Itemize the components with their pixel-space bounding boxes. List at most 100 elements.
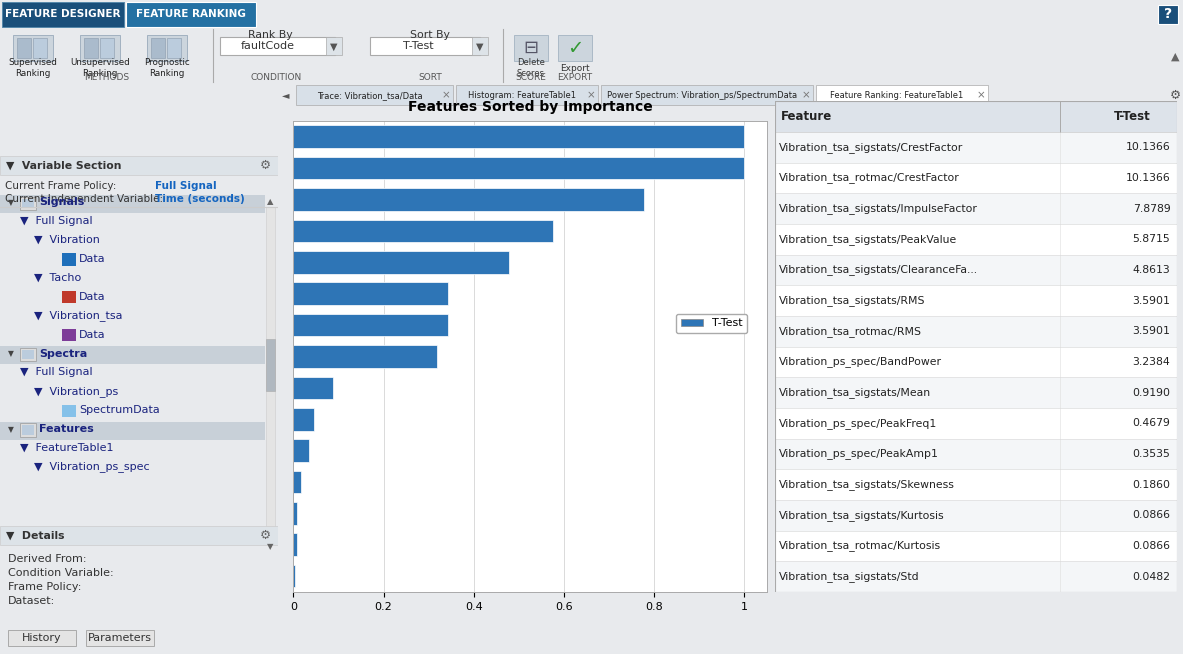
Text: Feature Ranking: FeatureTable1: Feature Ranking: FeatureTable1: [830, 91, 964, 99]
Text: ▼  Vibration_ps_spec: ▼ Vibration_ps_spec: [34, 462, 149, 472]
Text: ▼: ▼: [266, 542, 273, 551]
Bar: [472, 37, 489, 55]
Text: ▼  Details: ▼ Details: [6, 531, 65, 541]
Bar: [327, 37, 342, 55]
Bar: [775, 470, 1177, 500]
Text: T-Test: T-Test: [402, 41, 433, 51]
Bar: [293, 345, 437, 368]
Text: Signals: Signals: [39, 198, 84, 207]
Text: Vibration_tsa_sigstats/PeakValue: Vibration_tsa_sigstats/PeakValue: [780, 234, 957, 245]
Bar: [296, 85, 453, 105]
Text: Vibration_tsa_rotmac/CrestFactor: Vibration_tsa_rotmac/CrestFactor: [780, 173, 961, 184]
Text: 0.0866: 0.0866: [1132, 541, 1170, 551]
Text: Sort By: Sort By: [411, 30, 450, 41]
Text: ▼  Tacho: ▼ Tacho: [34, 273, 82, 283]
Bar: [62, 405, 76, 417]
Text: ✓: ✓: [567, 39, 583, 58]
Bar: [293, 377, 334, 399]
Text: Vibration_tsa_sigstats/Kurtosis: Vibration_tsa_sigstats/Kurtosis: [780, 509, 945, 521]
Bar: [601, 85, 813, 105]
Bar: [293, 126, 744, 148]
Bar: [84, 39, 98, 58]
Bar: [293, 439, 309, 462]
Text: Vibration_tsa_rotmac/RMS: Vibration_tsa_rotmac/RMS: [780, 326, 923, 337]
Text: ▼  Vibration_tsa: ▼ Vibration_tsa: [34, 310, 123, 321]
Text: 3.2384: 3.2384: [1132, 357, 1170, 367]
Text: Frame Policy:: Frame Policy:: [8, 582, 82, 592]
Text: Data: Data: [79, 254, 105, 264]
Bar: [0, 156, 278, 175]
Text: SORT: SORT: [418, 73, 442, 82]
Text: ▼: ▼: [8, 198, 14, 207]
Bar: [775, 285, 1177, 316]
Bar: [775, 101, 1177, 132]
Bar: [62, 329, 76, 341]
Text: Time (seconds): Time (seconds): [155, 194, 245, 205]
Bar: [293, 565, 296, 587]
Bar: [775, 408, 1177, 439]
Text: ×: ×: [441, 90, 451, 100]
Bar: [775, 530, 1177, 561]
Bar: [0, 526, 278, 545]
Bar: [33, 39, 47, 58]
Bar: [775, 163, 1177, 194]
Text: SCORE: SCORE: [516, 73, 547, 82]
Bar: [293, 251, 509, 273]
Bar: [167, 39, 181, 58]
Text: Vibration_ps_spec/PeakFreq1: Vibration_ps_spec/PeakFreq1: [780, 418, 938, 429]
Text: CONDITION: CONDITION: [251, 73, 302, 82]
Bar: [370, 37, 480, 55]
Text: Vibration_tsa_sigstats/Std: Vibration_tsa_sigstats/Std: [780, 571, 920, 582]
Text: Vibration_tsa_sigstats/ClearanceFa...: Vibration_tsa_sigstats/ClearanceFa...: [780, 264, 978, 275]
Text: ▼  Vibration_ps: ▼ Vibration_ps: [34, 386, 118, 397]
Text: Spectra: Spectra: [39, 349, 88, 358]
Bar: [62, 253, 76, 266]
Text: ⚙: ⚙: [259, 159, 271, 172]
Text: 10.1366: 10.1366: [1126, 143, 1170, 152]
Bar: [513, 35, 548, 61]
Text: Dataset:: Dataset:: [8, 596, 56, 606]
Text: 0.1860: 0.1860: [1132, 479, 1170, 490]
Text: METHODS: METHODS: [84, 73, 130, 82]
Text: Derived From:: Derived From:: [8, 553, 86, 564]
Bar: [775, 132, 1177, 163]
Title: Features Sorted by Importance: Features Sorted by Importance: [408, 100, 652, 114]
Text: ▼  Full Signal: ▼ Full Signal: [20, 368, 92, 377]
Bar: [86, 630, 154, 646]
Bar: [293, 314, 448, 336]
Text: EXPORT: EXPORT: [557, 73, 593, 82]
Bar: [775, 347, 1177, 377]
Text: ▲: ▲: [266, 197, 273, 206]
Bar: [220, 37, 335, 55]
Text: ▼  Variable Section: ▼ Variable Section: [6, 160, 122, 171]
Text: ◄: ◄: [283, 90, 290, 100]
Text: Delete
Scores: Delete Scores: [517, 58, 545, 78]
Text: ▼  Vibration: ▼ Vibration: [34, 235, 99, 245]
Text: Vibration_ps_spec/BandPower: Vibration_ps_spec/BandPower: [780, 356, 943, 368]
Bar: [22, 350, 34, 359]
Text: 0.3535: 0.3535: [1132, 449, 1170, 459]
Bar: [0, 422, 265, 439]
Text: Vibration_tsa_sigstats/ImpulseFactor: Vibration_tsa_sigstats/ImpulseFactor: [780, 203, 978, 214]
Bar: [558, 35, 592, 61]
Bar: [17, 39, 31, 58]
Text: ?: ?: [1164, 7, 1172, 22]
Bar: [775, 194, 1177, 224]
Bar: [151, 39, 164, 58]
Text: ▼: ▼: [8, 424, 14, 434]
Bar: [147, 35, 187, 61]
Text: ▼  FeatureTable1: ▼ FeatureTable1: [20, 443, 114, 453]
Text: Export: Export: [561, 63, 590, 73]
Text: ▲: ▲: [1171, 51, 1179, 61]
Text: T-Test: T-Test: [1114, 110, 1151, 123]
Text: Condition Variable:: Condition Variable:: [8, 568, 114, 577]
Text: Full Signal: Full Signal: [155, 181, 216, 191]
Bar: [775, 439, 1177, 470]
Text: Prognostic
Ranking: Prognostic Ranking: [144, 58, 190, 78]
Bar: [8, 630, 76, 646]
Text: 7.8789: 7.8789: [1132, 203, 1170, 214]
Text: History: History: [22, 634, 62, 644]
Text: ⚙: ⚙: [259, 529, 271, 542]
Bar: [1158, 5, 1178, 24]
Bar: [0, 195, 265, 213]
